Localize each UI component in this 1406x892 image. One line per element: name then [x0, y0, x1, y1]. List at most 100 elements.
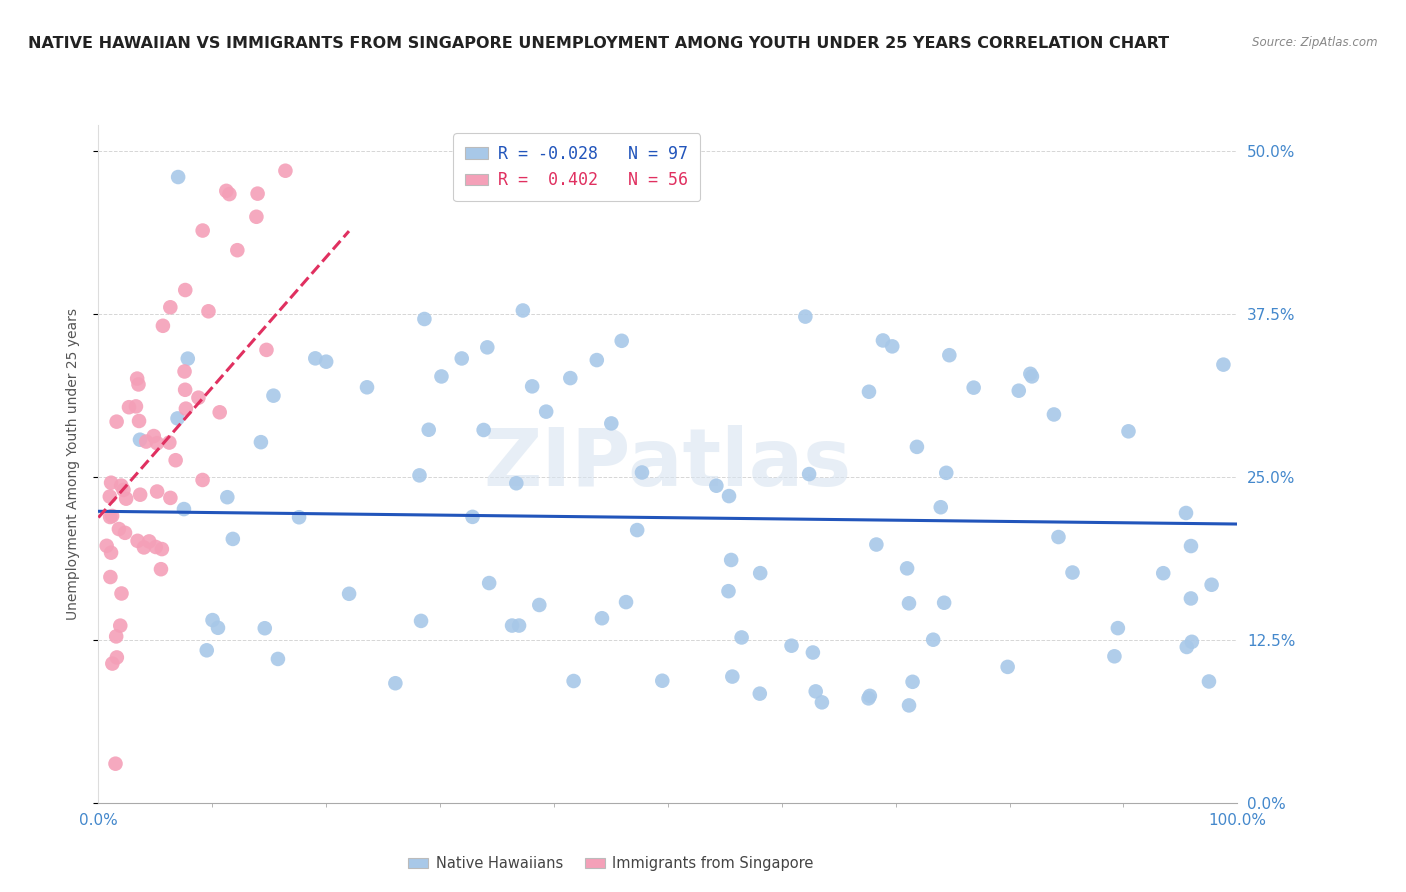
Point: [461, 509, 484, 524]
Point: [780, 639, 803, 653]
Point: [118, 401, 141, 415]
Point: [614, 595, 637, 609]
Point: [505, 476, 527, 491]
Point: [150, 542, 173, 557]
Point: [166, 411, 188, 425]
Point: [191, 473, 214, 487]
Point: [529, 598, 551, 612]
Point: [1201, 578, 1223, 592]
Point: [100, 570, 122, 584]
Point: [157, 435, 180, 450]
Point: [142, 429, 165, 443]
Point: [1019, 367, 1042, 381]
Point: [560, 371, 582, 385]
Point: [858, 384, 880, 399]
Point: [101, 657, 124, 671]
Point: [274, 163, 297, 178]
Point: [195, 643, 218, 657]
Point: [96, 539, 118, 553]
Point: [794, 310, 817, 324]
Point: [1180, 539, 1202, 553]
Point: [1198, 674, 1220, 689]
Point: [1175, 640, 1198, 654]
Point: [101, 508, 124, 523]
Point: [929, 500, 952, 515]
Point: [720, 553, 742, 567]
Point: [201, 613, 224, 627]
Point: [98, 490, 121, 504]
Point: [922, 632, 945, 647]
Point: [585, 353, 607, 368]
Point: [1180, 591, 1202, 606]
Point: [534, 404, 557, 418]
Point: [508, 618, 530, 632]
Point: [100, 546, 122, 560]
Text: Source: ZipAtlas.com: Source: ZipAtlas.com: [1253, 36, 1378, 49]
Point: [146, 484, 169, 499]
Point: [963, 381, 986, 395]
Point: [721, 669, 744, 683]
Point: [110, 478, 132, 492]
Point: [226, 243, 249, 257]
Point: [187, 391, 209, 405]
Point: [1047, 530, 1070, 544]
Point: [245, 210, 267, 224]
Point: [1118, 425, 1140, 439]
Point: [129, 433, 152, 447]
Point: [207, 621, 229, 635]
Point: [127, 371, 149, 385]
Point: [105, 415, 128, 429]
Point: [1021, 369, 1043, 384]
Point: [801, 646, 824, 660]
Legend: Native Hawaiians, Immigrants from Singapore: Native Hawaiians, Immigrants from Singap…: [402, 850, 820, 877]
Text: NATIVE HAWAIIAN VS IMMIGRANTS FROM SINGAPORE UNEMPLOYMENT AMONG YOUTH UNDER 25 Y: NATIVE HAWAIIAN VS IMMIGRANTS FROM SINGA…: [28, 36, 1170, 51]
Point: [730, 631, 752, 645]
Point: [108, 522, 131, 536]
Point: [512, 303, 534, 318]
Point: [478, 576, 501, 591]
Point: [159, 300, 181, 314]
Point: [1175, 506, 1198, 520]
Point: [651, 673, 673, 688]
Point: [138, 534, 160, 549]
Point: [882, 339, 904, 353]
Point: [408, 468, 430, 483]
Point: [114, 525, 136, 540]
Point: [896, 561, 918, 575]
Point: [591, 611, 613, 625]
Point: [631, 466, 654, 480]
Point: [1152, 566, 1174, 581]
Point: [520, 379, 543, 393]
Point: [152, 318, 174, 333]
Point: [110, 618, 132, 632]
Point: [1043, 408, 1066, 422]
Point: [174, 283, 197, 297]
Point: [167, 169, 190, 184]
Point: [610, 334, 633, 348]
Point: [100, 475, 122, 490]
Point: [250, 435, 273, 450]
Point: [858, 691, 880, 706]
Point: [718, 489, 741, 503]
Point: [418, 423, 440, 437]
Point: [165, 453, 187, 467]
Point: [1181, 635, 1204, 649]
Point: [146, 436, 169, 450]
Point: [717, 584, 740, 599]
Point: [98, 510, 121, 524]
Point: [267, 652, 290, 666]
Point: [562, 673, 585, 688]
Point: [174, 383, 197, 397]
Point: [132, 541, 155, 555]
Point: [159, 491, 181, 505]
Point: [115, 491, 138, 506]
Point: [997, 660, 1019, 674]
Point: [208, 405, 231, 419]
Point: [797, 467, 820, 481]
Point: [315, 354, 337, 368]
Point: [356, 380, 378, 394]
Point: [110, 586, 132, 600]
Y-axis label: Unemployment Among Youth under 25 years: Unemployment Among Youth under 25 years: [66, 308, 80, 620]
Point: [865, 537, 887, 551]
Point: [384, 676, 406, 690]
